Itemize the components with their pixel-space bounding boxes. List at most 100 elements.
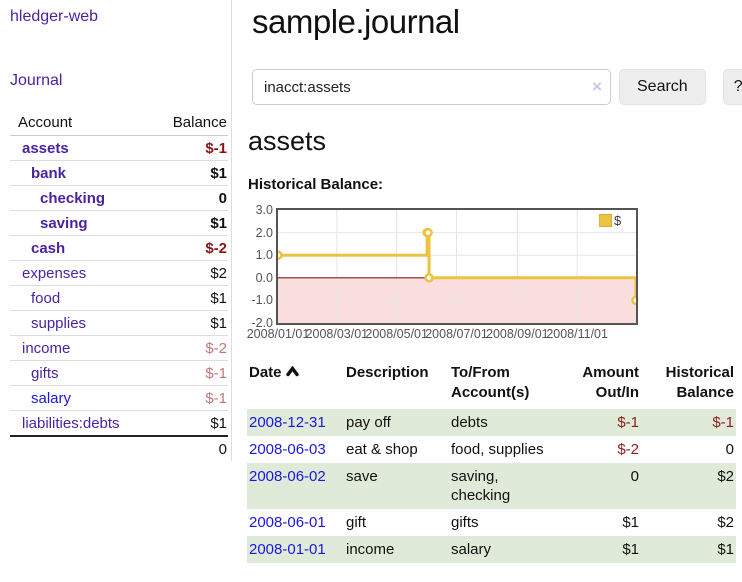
account-balance: $1: [148, 160, 228, 186]
account-row: food $1: [10, 285, 228, 311]
transaction-amount: $-2: [617, 441, 639, 458]
account-balance: $-1: [148, 385, 228, 411]
transaction-date-link[interactable]: 2008-01-01: [249, 541, 326, 558]
account-link[interactable]: income: [22, 340, 71, 357]
sort-ascending-icon: [285, 363, 299, 383]
account-balance: $-1: [205, 140, 227, 157]
account-link[interactable]: assets: [22, 140, 69, 157]
accounts-table-header-row: Account Balance: [10, 111, 228, 136]
transaction-description: gift: [346, 514, 367, 531]
accounts-header-balance: Balance: [148, 111, 228, 136]
transaction-balance: $1: [717, 541, 734, 558]
transaction-date-link[interactable]: 2008-06-01: [249, 514, 326, 531]
transaction-amount: $-1: [617, 414, 639, 431]
account-balance: $1: [148, 210, 228, 236]
chart-plot-area[interactable]: [273, 208, 641, 325]
account-link[interactable]: checking: [40, 190, 106, 207]
register-header-historical: Historical Balance: [641, 361, 736, 409]
account-row: income $-2: [10, 335, 228, 361]
legend-label: $: [614, 213, 622, 228]
account-link[interactable]: bank: [31, 165, 67, 182]
register-header-row: Date Description To/From Account(s) Amou…: [247, 361, 736, 409]
journal-nav: Journal: [10, 72, 228, 90]
help-button[interactable]: ?: [722, 69, 742, 105]
accounts-header-account: Account: [10, 111, 149, 136]
app: hledger-web Journal Account Balance asse…: [0, 0, 742, 563]
account-balance: $2: [148, 260, 228, 286]
main-content: sample.journal × Search ? assets Histori…: [232, 0, 742, 563]
page-title: sample.journal: [252, 3, 460, 40]
account-link[interactable]: food: [31, 290, 61, 307]
y-axis-tick-label: -1.0: [251, 293, 273, 308]
table-row: 2008-01-01 income salary $1 $1: [247, 536, 736, 563]
y-axis-tick-label: 0.0: [255, 270, 273, 285]
account-balance: $-2: [148, 335, 228, 361]
register-table: Date Description To/From Account(s) Amou…: [247, 361, 736, 563]
accounts-total-value: 0: [148, 435, 228, 461]
x-axis-tick-label: 2008/01/01: [246, 327, 310, 341]
register-header-amount: Amount Out/In: [551, 361, 641, 409]
account-row: salary $-1: [10, 385, 228, 411]
sidebar-item-journal[interactable]: Journal: [10, 72, 63, 89]
account-row: saving $1: [10, 210, 228, 236]
chart-legend: $: [599, 213, 621, 228]
transaction-description: income: [346, 541, 395, 558]
transaction-date-link[interactable]: 2008-06-02: [249, 468, 326, 485]
search-input[interactable]: [252, 69, 611, 105]
transaction-date-link[interactable]: 2008-12-31: [249, 414, 326, 431]
accounts-total-row: 0: [10, 435, 228, 461]
brand-link[interactable]: hledger-web: [10, 8, 99, 25]
transaction-description: save: [346, 468, 378, 485]
x-axis-tick-label: 2008/07/01: [425, 327, 488, 341]
x-axis-tick-label: 2008/11/01: [546, 327, 608, 341]
clear-search-icon[interactable]: ×: [592, 77, 602, 96]
transaction-description: eat & shop: [346, 441, 418, 458]
search-button[interactable]: Search: [619, 69, 706, 105]
transaction-balance: $2: [717, 514, 734, 531]
table-row: 2008-12-31 pay off debts $-1 $-1: [247, 409, 736, 436]
account-row: bank $1: [10, 160, 228, 186]
account-row: gifts $-1: [10, 360, 228, 386]
account-balance: $1: [148, 310, 228, 336]
transaction-accounts: gifts: [451, 514, 479, 531]
transaction-balance: 0: [725, 441, 734, 458]
transaction-description: pay off: [346, 414, 391, 431]
account-link[interactable]: expenses: [22, 265, 87, 282]
sidebar: hledger-web Journal Account Balance asse…: [0, 0, 232, 461]
x-axis-tick-label: 2008/05/01: [365, 327, 428, 341]
account-row: expenses $2: [10, 260, 228, 286]
account-balance: $-1: [148, 360, 228, 386]
account-link[interactable]: liabilities:debts: [22, 415, 120, 432]
account-balance: $1: [148, 410, 228, 436]
register-header-historical-line1: Historical: [665, 364, 734, 381]
account-balance: $-2: [148, 235, 228, 261]
account-link[interactable]: cash: [31, 240, 66, 257]
account-link[interactable]: gifts: [31, 365, 59, 382]
transaction-amount: 0: [630, 468, 639, 485]
transaction-amount: $1: [622, 514, 639, 531]
register-header-amount-line2: Out/In: [595, 384, 639, 401]
brand: hledger-web: [10, 8, 228, 26]
transaction-accounts: salary: [451, 541, 492, 558]
account-link[interactable]: supplies: [31, 315, 87, 332]
legend-swatch: [599, 214, 612, 227]
account-row: assets $-1: [10, 136, 228, 161]
transaction-date-link[interactable]: 2008-06-03: [249, 441, 326, 458]
register-header-date[interactable]: Date: [247, 361, 344, 409]
historical-balance-chart[interactable]: 3.0 2.0 1.0 0.0 -1.0 -2.0 2008/01/01 2008/03/01…: [247, 201, 742, 343]
table-row: 2008-06-02 save saving, checking 0 $2: [247, 463, 736, 509]
register-header-accounts: To/From Account(s): [449, 361, 551, 409]
y-axis-tick-label: -2.0: [251, 316, 273, 330]
account-link[interactable]: salary: [31, 390, 72, 407]
transaction-accounts: saving, checking: [451, 468, 511, 504]
account-row: supplies $1: [10, 310, 228, 336]
transaction-balance: $-1: [712, 414, 734, 431]
account-row: checking 0: [10, 185, 228, 211]
table-row: 2008-06-03 eat & shop food, supplies $-2 0: [247, 436, 736, 463]
x-axis-tick-label: 2008/03/01: [305, 327, 369, 341]
account-link[interactable]: saving: [40, 215, 88, 232]
register-header-description: Description: [346, 364, 429, 381]
transaction-amount: $1: [622, 541, 639, 558]
transaction-accounts: debts: [451, 414, 488, 431]
register-header-accounts-line2: Account(s): [451, 384, 530, 401]
